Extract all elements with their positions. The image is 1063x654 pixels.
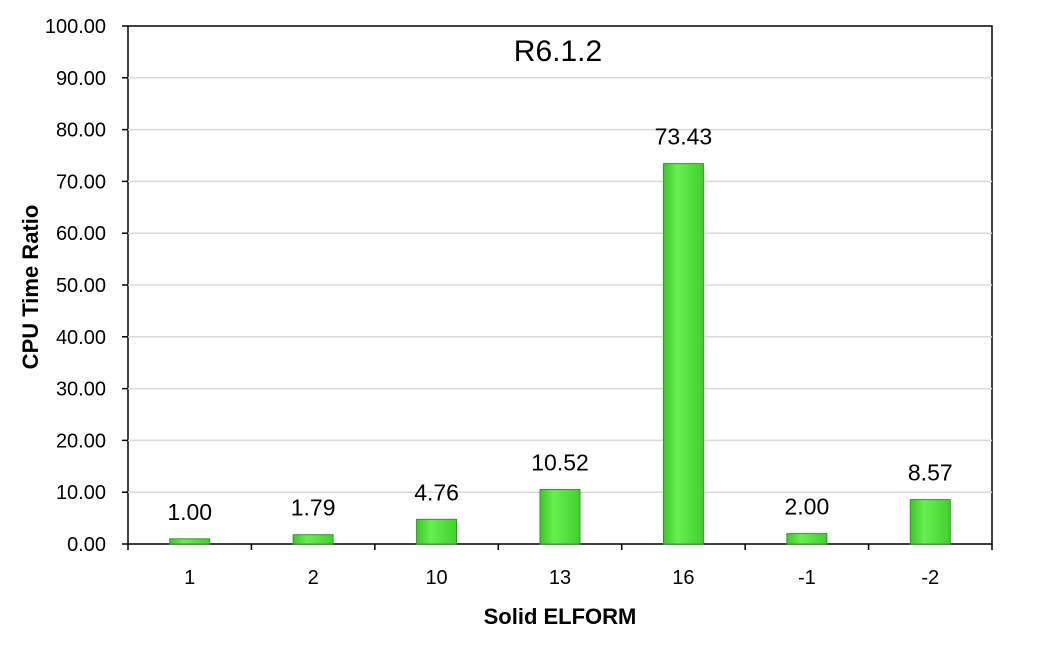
y-tick-label: 0.00 bbox=[67, 534, 106, 556]
x-tick-label: -2 bbox=[921, 567, 939, 589]
y-axis-title: CPU Time Ratio bbox=[18, 205, 43, 370]
gridlines bbox=[128, 77, 992, 493]
data-label: 73.43 bbox=[655, 124, 713, 150]
data-label: 10.52 bbox=[531, 450, 589, 476]
y-tick-label: 30.00 bbox=[56, 379, 106, 401]
y-axis-ticks: 0.00 10.00 20.00 30.00 40.00 50.00 60.00 70.00 8… bbox=[45, 16, 128, 556]
data-label: 4.76 bbox=[414, 479, 459, 505]
bars bbox=[169, 163, 951, 545]
bar bbox=[909, 499, 951, 545]
bar bbox=[416, 518, 458, 545]
data-label: 1.00 bbox=[167, 499, 212, 525]
data-label: 2.00 bbox=[784, 494, 829, 520]
data-label: 1.79 bbox=[291, 495, 336, 521]
y-tick-label: 60.00 bbox=[56, 223, 106, 245]
bar bbox=[169, 538, 211, 545]
y-tick-label: 70.00 bbox=[56, 171, 106, 193]
y-tick-label: 10.00 bbox=[56, 482, 106, 504]
x-tick-label: 1 bbox=[184, 567, 195, 589]
x-tick-label: 13 bbox=[549, 567, 571, 589]
y-tick-label: 100.00 bbox=[45, 16, 106, 38]
x-axis-ticks: 1 2 10 13 16 -1 -2 bbox=[127, 544, 993, 589]
bar bbox=[662, 163, 704, 545]
y-tick-label: 20.00 bbox=[56, 430, 106, 452]
x-tick-label: -1 bbox=[798, 567, 816, 589]
bar bbox=[292, 534, 334, 545]
chart-title: R6.1.2 bbox=[514, 35, 602, 68]
bar bbox=[786, 533, 828, 545]
y-tick-label: 90.00 bbox=[56, 68, 106, 90]
x-tick-label: 16 bbox=[672, 567, 694, 589]
y-tick-label: 80.00 bbox=[56, 120, 106, 142]
x-tick-label: 2 bbox=[308, 567, 319, 589]
data-label: 8.57 bbox=[908, 460, 953, 486]
y-tick-label: 50.00 bbox=[56, 275, 106, 297]
y-tick-label: 40.00 bbox=[56, 327, 106, 349]
data-labels: 1.00 1.79 4.76 10.52 73.43 2.00 8.57 bbox=[167, 124, 952, 525]
bar bbox=[539, 489, 581, 545]
x-axis-title: Solid ELFORM bbox=[484, 604, 637, 629]
x-tick-label: 10 bbox=[425, 567, 447, 589]
